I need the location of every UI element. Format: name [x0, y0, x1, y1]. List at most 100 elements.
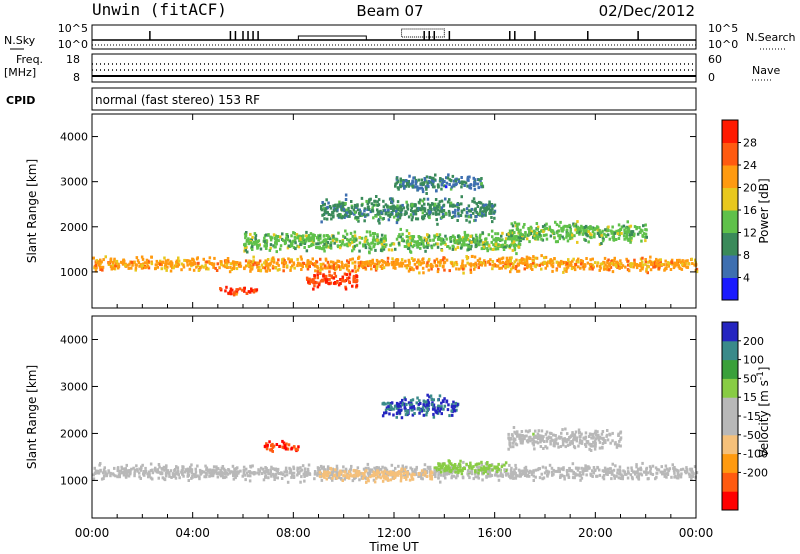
- scatter-cell: [470, 469, 473, 472]
- scatter-cell: [525, 266, 529, 270]
- scatter-cell: [601, 475, 605, 479]
- scatter-cell: [560, 431, 563, 435]
- scatter-cell: [519, 470, 522, 474]
- scatter-cell: [456, 239, 459, 243]
- scatter-cell: [291, 264, 294, 268]
- scatter-cell: [643, 470, 647, 474]
- nsky-strip-frame: [91, 24, 697, 50]
- scatter-cell: [462, 271, 465, 275]
- scatter-cell: [548, 463, 552, 467]
- scatter-cell: [490, 216, 493, 219]
- scatter-cell: [421, 190, 425, 194]
- scatter-cell: [524, 472, 527, 476]
- scatter-cell: [484, 203, 488, 207]
- scatter-cell: [471, 199, 474, 203]
- scatter-cell: [150, 260, 153, 264]
- power-colorbar-label: Power [dB]: [757, 178, 771, 243]
- scatter-cell: [268, 440, 271, 444]
- scatter-cell: [328, 265, 332, 269]
- scatter-cell: [426, 399, 430, 403]
- scatter-cell: [101, 268, 104, 272]
- scatter-cell: [275, 250, 278, 254]
- scatter-cell: [460, 264, 463, 268]
- scatter-cell: [175, 465, 178, 469]
- scatter-cell: [405, 179, 408, 182]
- scatter-cell: [398, 216, 402, 220]
- scatter-cell: [573, 433, 577, 437]
- scatter-cell: [565, 469, 569, 472]
- scatter-cell: [258, 469, 262, 473]
- scatter-cell: [458, 462, 461, 466]
- scatter-cell: [94, 269, 98, 273]
- scatter-cell: [598, 229, 601, 233]
- scatter-cell: [341, 240, 345, 244]
- scatter-cell: [513, 260, 516, 264]
- scatter-cell: [442, 238, 445, 242]
- scatter-cell: [375, 473, 379, 477]
- scatter-cell: [468, 262, 471, 266]
- scatter-cell: [602, 473, 606, 477]
- scatter-cell: [452, 466, 456, 470]
- scatter-cell: [320, 205, 323, 208]
- scatter-cell: [394, 184, 397, 188]
- scatter-cell: [353, 260, 357, 264]
- scatter-cell: [552, 472, 555, 476]
- scatter-cell: [476, 182, 480, 186]
- scatter-cell: [299, 243, 302, 246]
- scatter-cell: [414, 472, 418, 476]
- scatter-cell: [512, 426, 516, 429]
- scatter-cell: [328, 471, 332, 475]
- scatter-cell: [564, 427, 567, 431]
- scatter-cell: [425, 175, 429, 179]
- scatter-cell: [536, 225, 540, 229]
- scatter-cell: [597, 438, 601, 442]
- scatter-cell: [469, 234, 472, 238]
- scatter-cell: [412, 405, 415, 409]
- scatter-cell: [630, 469, 634, 472]
- scatter-cell: [250, 289, 254, 293]
- scatter-cell: [350, 206, 354, 210]
- scatter-cell: [644, 260, 648, 264]
- scatter-cell: [389, 473, 392, 477]
- scatter-cell: [435, 469, 438, 473]
- scatter-cell: [416, 260, 419, 264]
- scatter-cell: [299, 469, 302, 473]
- scatter-cell: [429, 477, 432, 481]
- scatter-cell: [501, 243, 505, 247]
- scatter-cell: [453, 241, 457, 245]
- scatter-cell: [512, 265, 515, 269]
- scatter-cell: [534, 230, 537, 234]
- scatter-cell: [394, 266, 397, 270]
- scatter-cell: [527, 232, 531, 236]
- scatter-cell: [448, 246, 451, 250]
- scatter-cell: [657, 468, 661, 472]
- scatter-cell: [510, 437, 513, 440]
- scatter-cell: [611, 462, 614, 466]
- scatter-cell: [319, 269, 322, 273]
- scatter-cell: [598, 468, 601, 472]
- scatter-cell: [503, 468, 506, 472]
- scatter-cell: [276, 470, 280, 474]
- scatter-cell: [453, 204, 457, 208]
- scatter-cell: [461, 259, 464, 263]
- scatter-cell: [406, 205, 409, 209]
- scatter-cell: [481, 214, 484, 218]
- scatter-cell: [427, 259, 430, 263]
- scatter-cell: [124, 475, 128, 479]
- scatter-cell: [639, 257, 643, 261]
- scatter-cell: [415, 265, 418, 269]
- scatter-cell: [406, 264, 409, 267]
- scatter-cell: [274, 472, 278, 476]
- scatter-cell: [134, 268, 137, 272]
- scatter-cell: [312, 243, 315, 247]
- scatter-cell: [248, 479, 252, 483]
- scatter-cell: [453, 261, 456, 265]
- scatter-cell: [577, 257, 580, 261]
- scatter-cell: [484, 242, 487, 246]
- scatter-cell: [443, 469, 446, 473]
- scatter-cell: [467, 248, 470, 251]
- scatter-cell: [281, 445, 285, 449]
- scatter-cell: [525, 434, 528, 438]
- scatter-cell: [508, 443, 512, 447]
- scatter-cell: [488, 470, 491, 474]
